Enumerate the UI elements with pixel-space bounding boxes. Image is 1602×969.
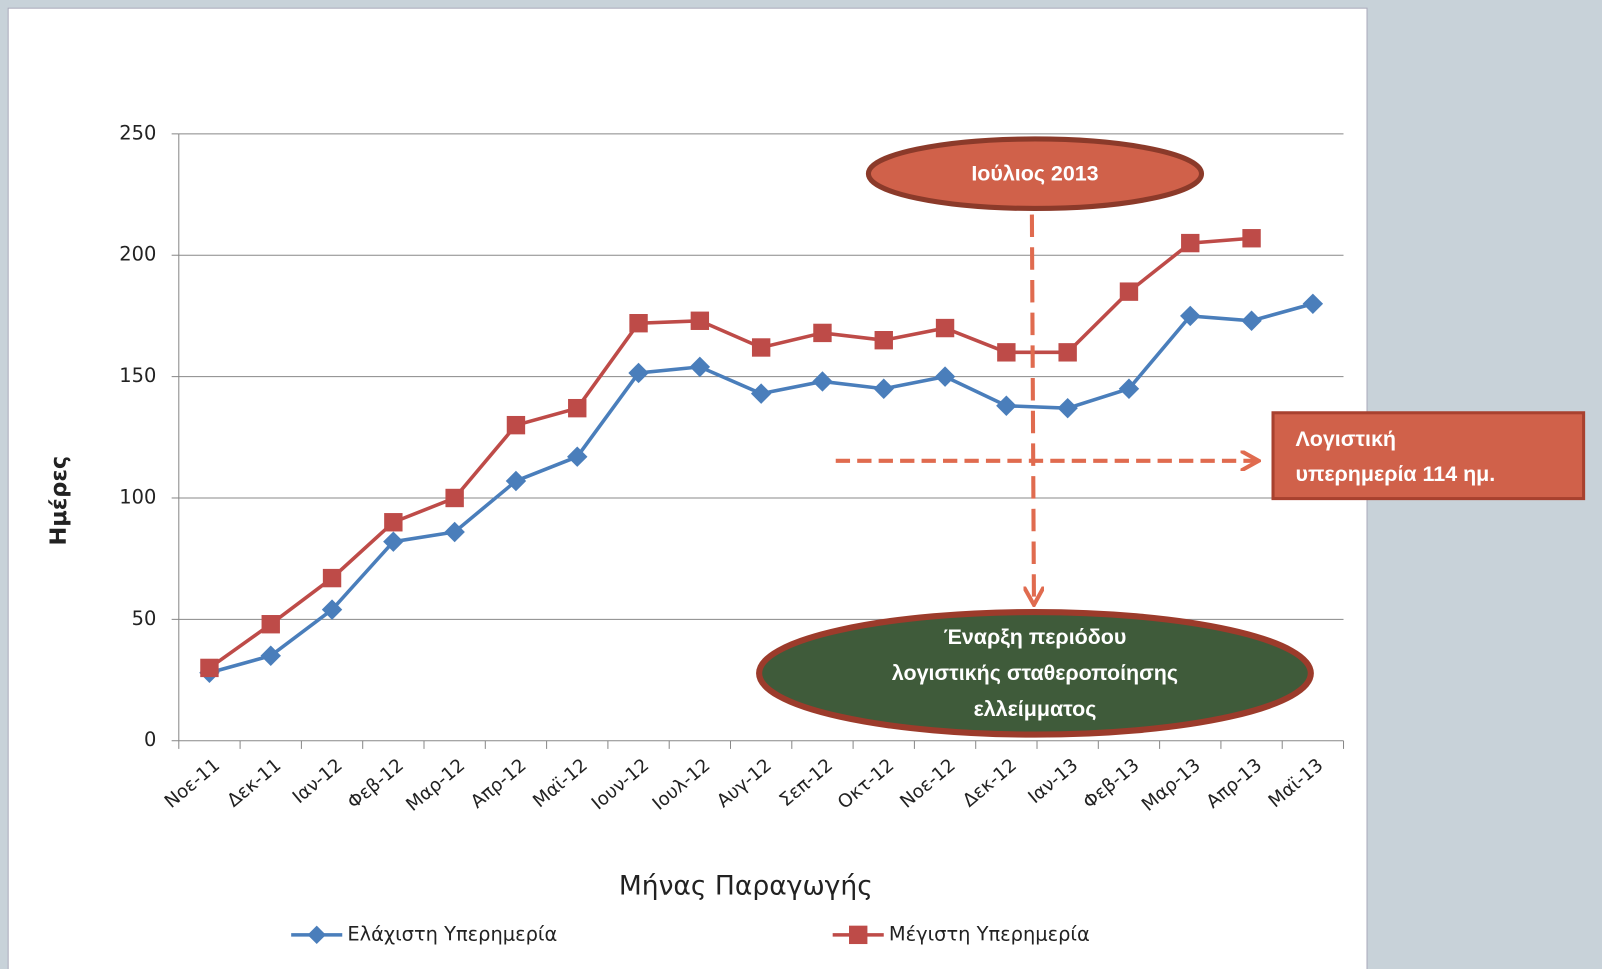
data-point (750, 383, 772, 404)
data-point (506, 415, 526, 435)
data-point (383, 531, 404, 552)
y-axis-title: Ημέρες (46, 456, 72, 546)
data-point (1242, 229, 1261, 248)
data-point (689, 356, 711, 378)
data-point (1057, 397, 1078, 419)
data-point (1180, 305, 1201, 327)
data-point (1118, 378, 1140, 399)
data-point (935, 318, 955, 338)
data-point (1119, 282, 1139, 301)
series-line (208, 236, 1252, 670)
data-point (874, 331, 893, 350)
legend-label: Ελάχιστη Υπερημερία (347, 922, 557, 945)
data-point (568, 398, 587, 418)
y-tick-label: 150 (119, 364, 156, 387)
y-tick-label: 50 (132, 607, 157, 630)
x-axis-title: Μήνας Παραγωγής (619, 870, 873, 901)
annotation-text: Λογιστική (1295, 427, 1396, 451)
data-point (445, 488, 464, 508)
data-point (1241, 310, 1262, 331)
data-point (384, 513, 403, 532)
annotation-text: λογιστικής σταθεροποίησης (892, 661, 1178, 685)
data-point (505, 470, 527, 492)
annotation-shape (756, 608, 1314, 738)
y-tick-label: 250 (119, 121, 156, 144)
annotation-text: Έναρξη περιόδου (944, 625, 1127, 649)
data-point (321, 599, 343, 620)
data-point (628, 362, 649, 384)
data-point (997, 343, 1016, 362)
data-point (1302, 293, 1324, 315)
data-point (934, 366, 956, 387)
data-point (1058, 343, 1077, 362)
data-point (751, 338, 771, 357)
data-point (813, 323, 832, 343)
data-point (200, 658, 219, 678)
legend-marker (849, 925, 868, 945)
y-tick-label: 100 (119, 485, 156, 508)
legend-label: Μέγιστη Υπερημερία (889, 922, 1090, 945)
annotation-text: ελλείμματος (974, 697, 1097, 721)
annotation-shape (1271, 411, 1586, 501)
data-point (873, 378, 894, 399)
y-tick-label: 0 (144, 728, 156, 751)
data-point (322, 568, 342, 588)
data-point (996, 395, 1017, 416)
data-point (261, 615, 280, 634)
data-point (812, 371, 833, 392)
legend-marker (307, 925, 326, 945)
data-point (260, 645, 281, 666)
data-point (690, 311, 710, 330)
data-point (1181, 233, 1200, 253)
annotation-shape (865, 136, 1205, 211)
annotation-text: Ιούλιος 2013 (971, 161, 1098, 185)
annotation-text: υπερημερία 114 ημ. (1295, 462, 1495, 486)
data-point (629, 314, 648, 333)
y-tick-label: 200 (119, 243, 156, 266)
annotations: Ιούλιος 2013 Λογιστική υπερημερία 114 ημ… (756, 136, 1586, 738)
